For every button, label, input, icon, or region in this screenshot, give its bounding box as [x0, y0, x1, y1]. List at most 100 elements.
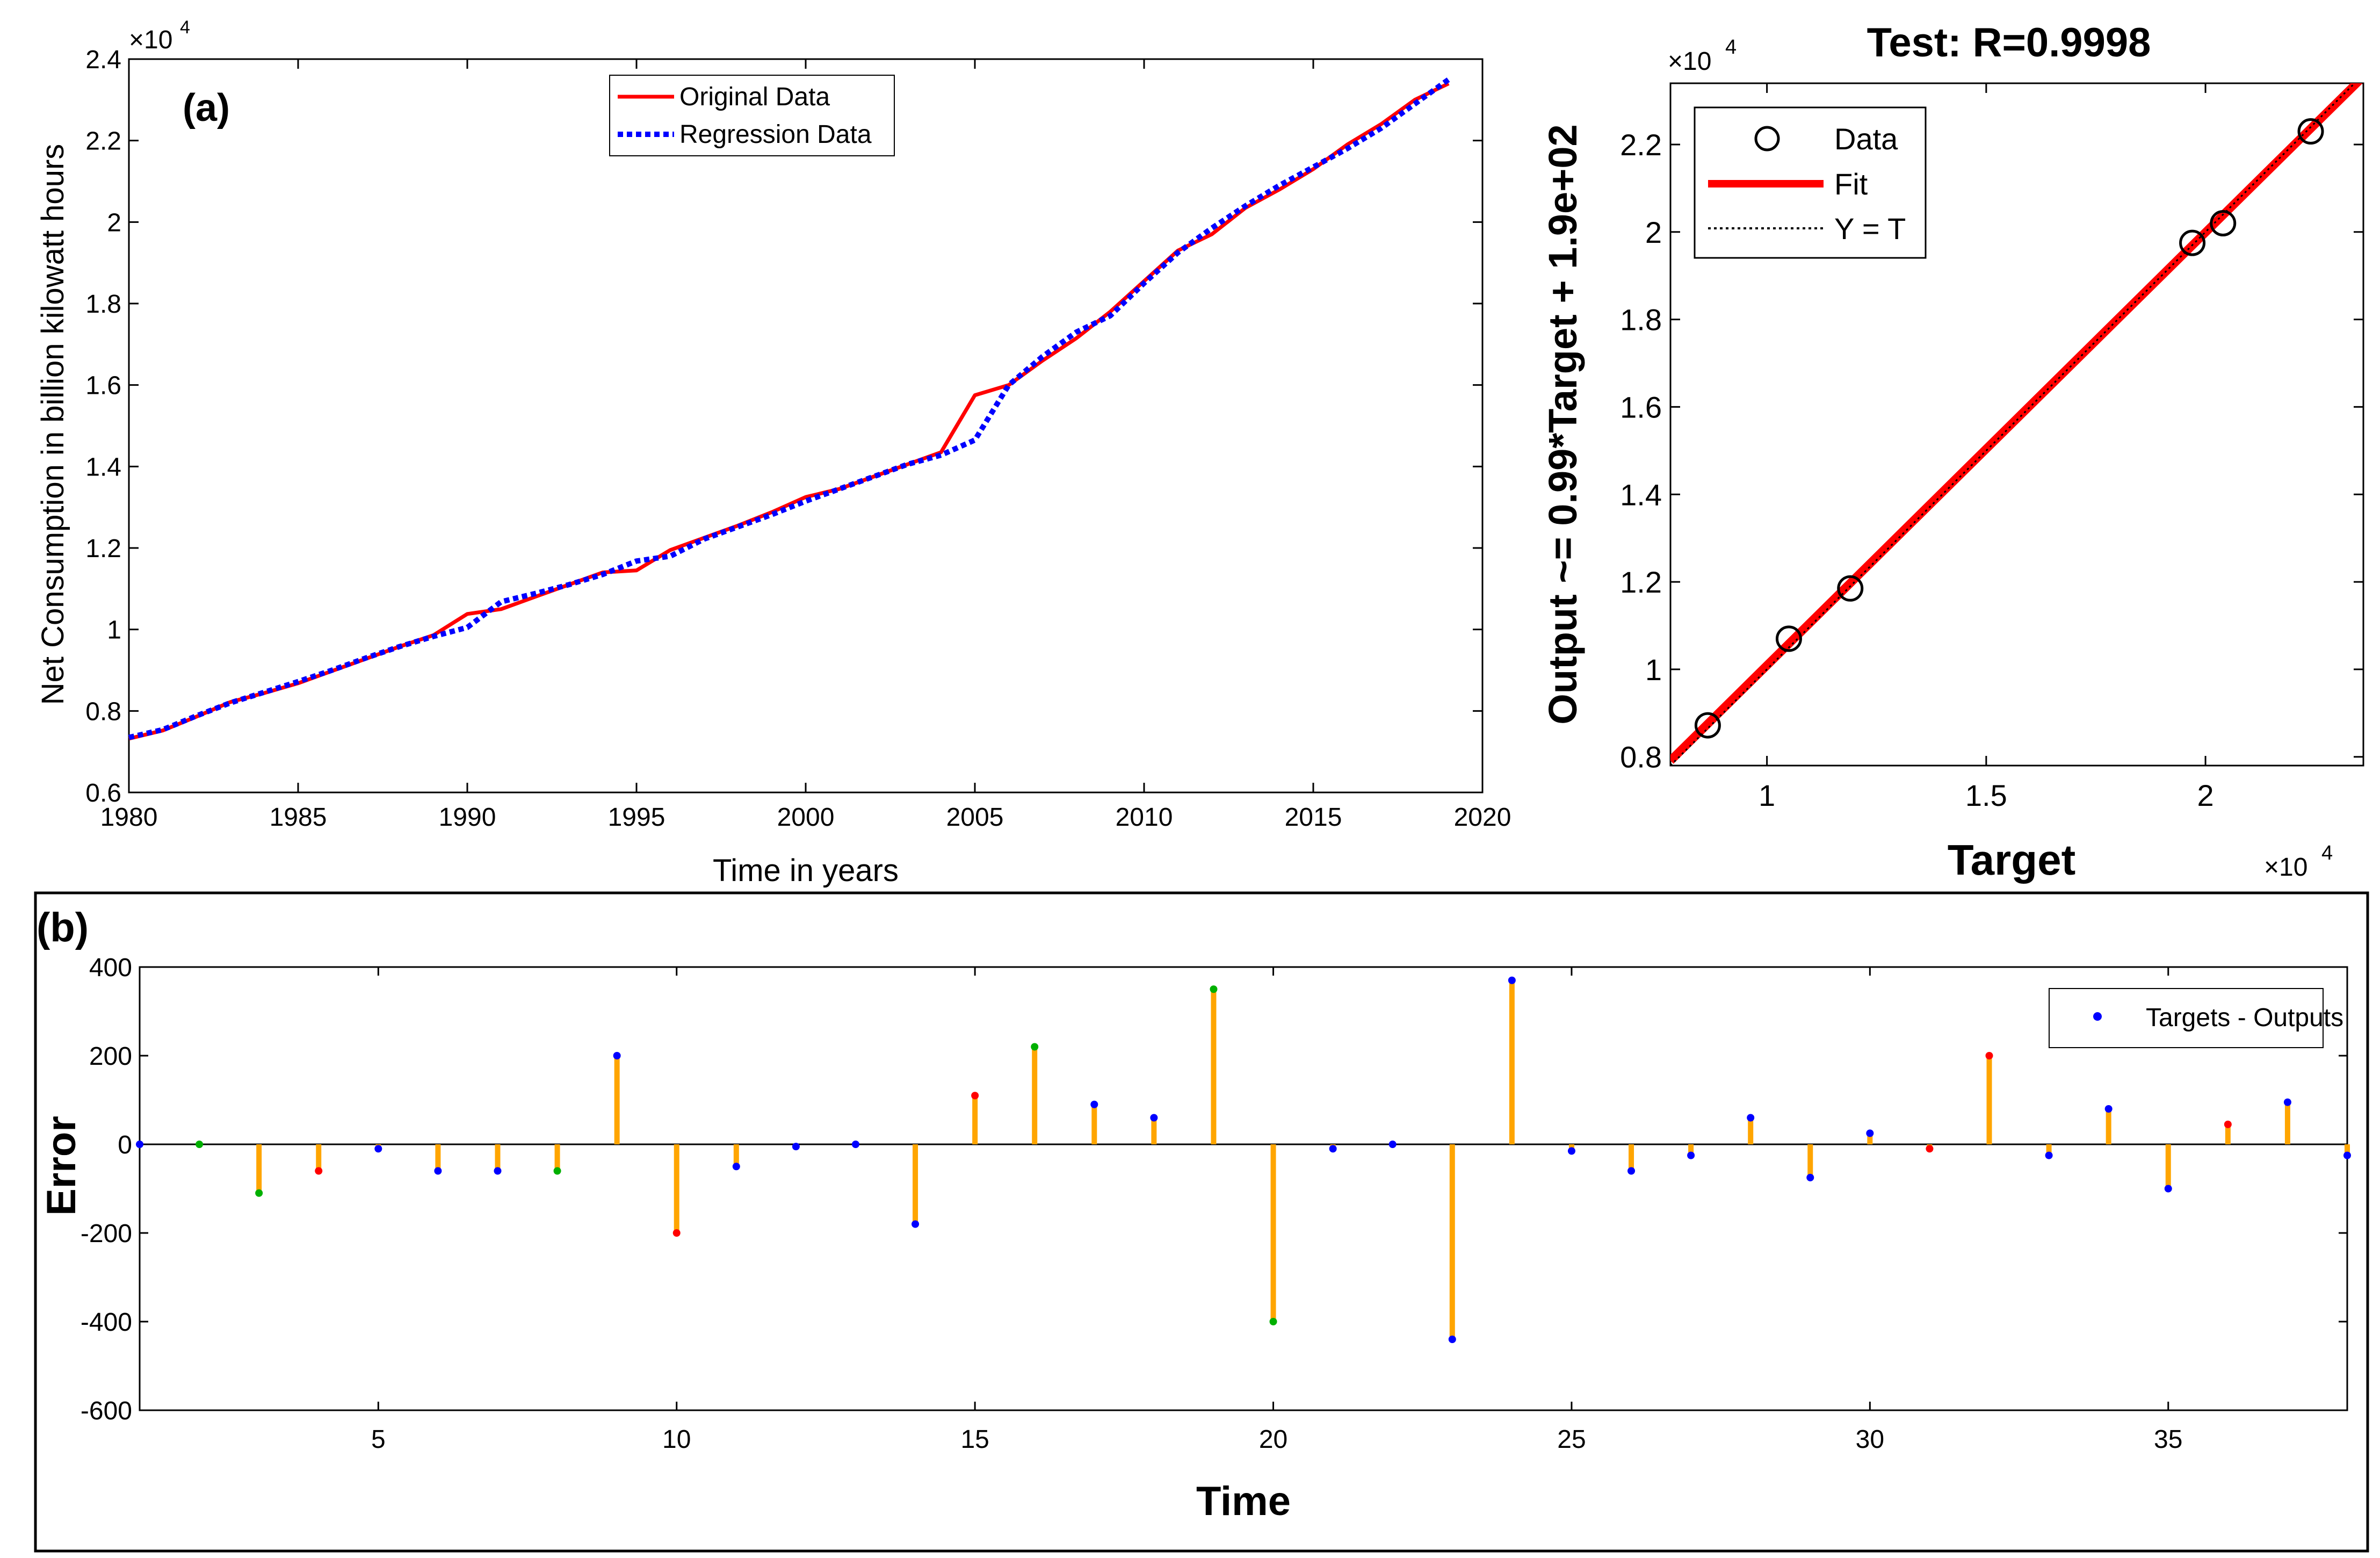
- regression-data-point: [2179, 229, 2206, 256]
- panel-b-stems: [136, 976, 2351, 1343]
- error-point: [1329, 1145, 1337, 1153]
- panel-a-legend-box: [609, 75, 895, 156]
- error-point: [2164, 1185, 2172, 1193]
- panel-a-y-tick-label: 2.2: [85, 127, 121, 156]
- panel-a-y-tick-label: 0.8: [85, 697, 121, 726]
- panel-b-y-axis-label: Error: [39, 1116, 84, 1216]
- error-point: [1269, 1318, 1277, 1325]
- error-point: [1747, 1114, 1755, 1122]
- error-point: [136, 1141, 143, 1148]
- legend-targets-outputs-label: Targets - Outputs: [2146, 1004, 2343, 1032]
- panel-b-label: (b): [37, 905, 89, 950]
- panel-a-x-tick-label: 1985: [270, 803, 327, 832]
- error-point: [792, 1143, 800, 1151]
- panel-a-y-tick-label: 0.6: [85, 779, 121, 807]
- panel-a-y-tick-label: 1.2: [85, 535, 121, 563]
- error-point: [971, 1092, 979, 1100]
- error-point: [1687, 1151, 1695, 1159]
- regression-data-line: [128, 77, 1450, 740]
- panel-a-x-tick-label: 1990: [439, 803, 496, 832]
- regression-data-point: [1837, 575, 1864, 602]
- regression-fit-line: [1670, 83, 2363, 764]
- error-point: [2104, 1105, 2113, 1113]
- error-point: [1866, 1129, 1874, 1137]
- panel-a-x-tick-label: 2000: [777, 803, 835, 832]
- regression-title: Test: R=0.9998: [1867, 20, 2151, 66]
- legend-targets-outputs-marker: [2093, 1012, 2102, 1021]
- error-point: [912, 1220, 920, 1228]
- panel-b-plot-area: [139, 966, 2348, 1411]
- panel-a-time-series: 1980 1985 1990 1995 2000 2005 2010 2015 2020 0.6 0…: [35, 17, 1511, 888]
- error-point: [374, 1145, 382, 1153]
- regression-y-tick-label: 1.4: [1620, 478, 1662, 511]
- panel-a-y-axis-label: Net Consumption in billion kilowatt hour…: [35, 144, 70, 705]
- error-point: [1985, 1052, 1993, 1059]
- panel-b-x-tick-label: 30: [1856, 1425, 1884, 1454]
- legend-original-data-label: Original Data: [679, 83, 830, 111]
- regression-y-tick-label: 2.2: [1620, 128, 1662, 162]
- regression-x-exponent: ×10 4: [2264, 842, 2333, 882]
- regression-y-tick-label: 1.2: [1620, 565, 1662, 599]
- panel-a-plot-area: [128, 58, 1484, 794]
- panel-b-x-tick-label: 20: [1259, 1425, 1287, 1454]
- legend-data-label: Data: [1834, 122, 1898, 156]
- regression-data-point: [2297, 118, 2324, 145]
- panel-b-x-tick-label: 5: [371, 1425, 386, 1454]
- panel-a-ticks: 1980 1985 1990 1995 2000 2005 2010 2015 2020 0.6 0…: [85, 46, 1511, 832]
- regression-y-exponent: ×10 4: [1668, 36, 1737, 76]
- error-point: [613, 1052, 621, 1059]
- panel-b-frame: [34, 891, 2369, 1553]
- panel-a-x-axis-label: Time in years: [713, 853, 899, 888]
- legend-regression-data-label: Regression Data: [679, 120, 872, 149]
- panel-b-y-tick-label: -400: [81, 1308, 132, 1337]
- error-point: [1388, 1141, 1397, 1148]
- error-point: [2343, 1151, 2351, 1159]
- panel-a-x-tick-label: 2015: [1285, 803, 1342, 832]
- panel-regression: Test: R=0.9998 1 1.5 2 0.8 1 1.2 1.4 1.6 1.8 2 2.2…: [1540, 20, 2364, 884]
- panel-a-y-tick-label: 1.4: [85, 453, 121, 481]
- panel-b-y-tick-label: -200: [81, 1220, 132, 1248]
- regression-marks: [1670, 83, 2363, 766]
- panel-a-y-exponent-power: 4: [180, 17, 190, 38]
- error-point: [1150, 1114, 1158, 1122]
- regression-x-exponent-base: ×10: [2264, 853, 2307, 882]
- error-point: [1210, 985, 1218, 993]
- panel-b-y-tick-label: 200: [89, 1042, 132, 1071]
- panel-b-x-tick-label: 35: [2154, 1425, 2182, 1454]
- panel-b-x-axis-label: Time: [1196, 1478, 1291, 1524]
- panel-a-y-tick-label: 1.8: [85, 290, 121, 319]
- panel-a-x-tick-label: 1995: [608, 803, 665, 832]
- panel-a-x-tick-label: 1980: [100, 803, 158, 832]
- panel-b-legend: Targets - Outputs: [2049, 988, 2343, 1048]
- error-point: [1448, 1336, 1456, 1343]
- regression-data-point: [2210, 210, 2237, 237]
- regression-y-tick-label: 1.6: [1620, 390, 1662, 424]
- regression-y-exponent-power: 4: [1725, 36, 1737, 59]
- error-point: [553, 1167, 561, 1175]
- regression-data-point: [1775, 625, 1802, 652]
- regression-y-exponent-base: ×10: [1668, 47, 1711, 76]
- panel-b-x-tick-label: 15: [960, 1425, 989, 1454]
- panel-b-y-tick-label: 400: [89, 954, 132, 982]
- panel-b-y-tick-label: -600: [81, 1397, 132, 1425]
- regression-y-axis-label: Output ~= 0.99*Target + 1.9e+02: [1540, 124, 1585, 724]
- error-point: [2224, 1120, 2232, 1128]
- error-point: [315, 1167, 323, 1175]
- regression-y-tick-label: 1: [1645, 653, 1662, 687]
- panel-a-y-tick-label: 1: [107, 616, 121, 645]
- panel-a-label: (a): [183, 86, 230, 129]
- regression-legend: Data Fit Y = T: [1694, 106, 1927, 259]
- error-point: [851, 1141, 859, 1148]
- error-point: [672, 1229, 681, 1237]
- error-point: [494, 1167, 502, 1175]
- legend-fit-label: Fit: [1834, 167, 1868, 201]
- panel-a-legend: Original Data Regression Data: [609, 75, 895, 156]
- regression-data-point: [1694, 712, 1721, 739]
- error-point: [1806, 1173, 1814, 1181]
- error-point: [1926, 1145, 1934, 1153]
- error-point: [1031, 1043, 1039, 1051]
- error-point: [732, 1163, 740, 1171]
- legend-data-marker: [1754, 126, 1780, 152]
- panel-a-x-tick-label: 2020: [1454, 803, 1511, 832]
